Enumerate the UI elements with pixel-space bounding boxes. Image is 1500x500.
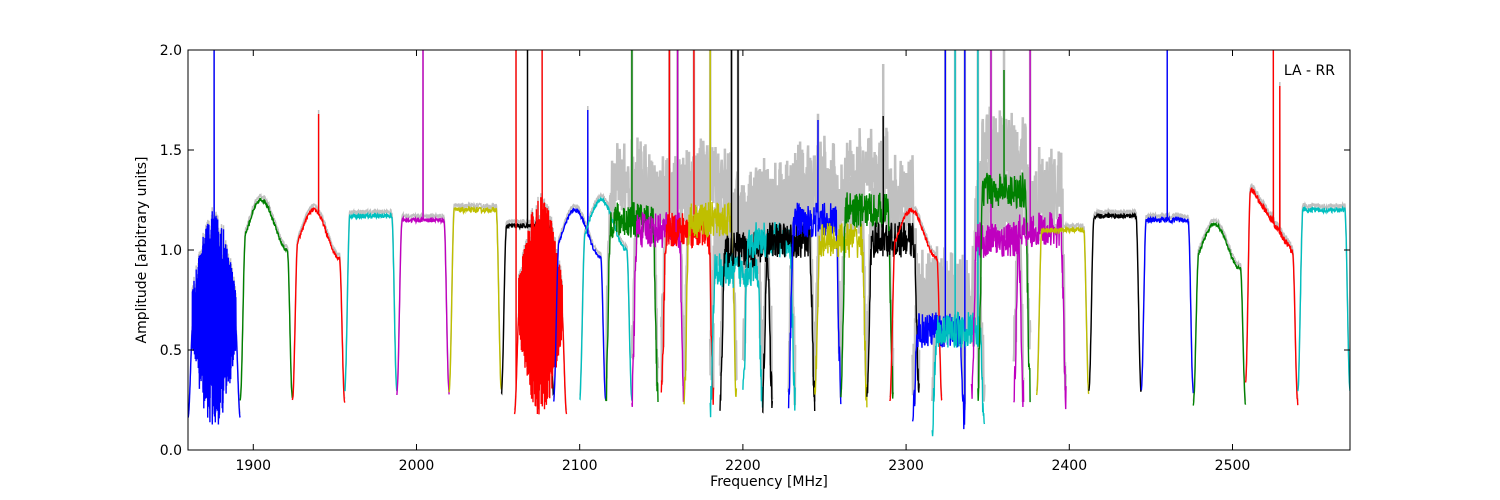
reference-trace (976, 50, 1032, 389)
series-line-20 (840, 192, 894, 399)
y-axis-label: Amplitude [arbitrary units] (134, 157, 150, 344)
series-line-24 (931, 50, 986, 437)
series-line-11 (631, 50, 685, 407)
series-line-25 (970, 50, 1025, 408)
reference-trace (291, 110, 346, 399)
y-tick-label: 1.5 (160, 143, 182, 159)
series-line-33 (1297, 205, 1350, 392)
series-line-18 (787, 119, 842, 409)
x-tick-label: 2500 (1215, 458, 1251, 474)
series-line-29 (1088, 211, 1142, 392)
series-line-1 (239, 197, 294, 401)
x-axis-ticks: 1900 2000 2100 2200 2300 2400 2500 (235, 50, 1250, 474)
series-line-31 (1192, 221, 1247, 406)
series-line-21 (866, 115, 920, 397)
series-line-27 (1013, 50, 1067, 410)
reference-trace (552, 105, 607, 398)
reference-trace (1140, 50, 1195, 390)
x-tick-label: 1900 (235, 458, 271, 474)
y-tick-label: 1.0 (160, 243, 182, 259)
series-line-3 (344, 211, 398, 392)
series-line-8 (552, 109, 607, 402)
x-tick-label: 2000 (399, 458, 435, 474)
series-line-0 (188, 50, 241, 425)
reference-trace (930, 50, 986, 402)
y-tick-label: 0.5 (160, 343, 182, 359)
y-tick-label: 2.0 (160, 43, 182, 59)
series-line-5 (448, 205, 502, 393)
series-line-30 (1140, 50, 1194, 394)
series-layer (188, 50, 1350, 437)
reference-trace (239, 192, 294, 397)
series-line-32 (1244, 50, 1299, 406)
reference-trace (1297, 201, 1350, 388)
chart-annotation: LA - RR (1284, 63, 1335, 79)
series-line-9 (579, 195, 633, 401)
series-line-26 (977, 69, 1031, 403)
reference-trace (448, 201, 503, 389)
x-tick-label: 2200 (725, 458, 761, 474)
x-tick-label: 2300 (888, 458, 924, 474)
reference-trace (343, 207, 398, 388)
series-line-28 (1036, 224, 1090, 396)
reference-trace (865, 63, 921, 394)
series-line-17 (762, 222, 816, 414)
series-line-14 (709, 251, 764, 418)
y-tick-label: 0.0 (160, 443, 182, 459)
y-axis-ticks: 0.0 0.5 1.0 1.5 2.0 (160, 43, 1350, 459)
series-line-4 (396, 50, 450, 396)
x-tick-label: 2400 (1051, 458, 1087, 474)
x-tick-label: 2100 (562, 458, 598, 474)
series-line-22 (889, 206, 943, 402)
series-line-19 (814, 222, 868, 408)
series-line-2 (291, 114, 346, 403)
reference-trace (396, 50, 450, 392)
series-line-13 (683, 50, 738, 405)
x-axis-label: Frequency [MHz] (710, 474, 828, 490)
